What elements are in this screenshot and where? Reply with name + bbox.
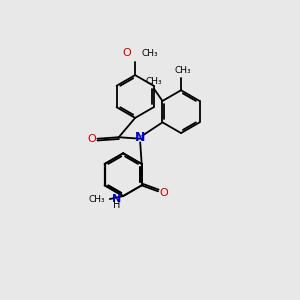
Text: O: O [122, 48, 131, 58]
Text: O: O [88, 134, 96, 144]
Text: CH₃: CH₃ [146, 77, 163, 86]
Text: H: H [113, 200, 120, 210]
Text: N: N [112, 194, 121, 204]
Text: N: N [135, 131, 146, 144]
Text: CH₃: CH₃ [174, 66, 191, 75]
Text: O: O [159, 188, 168, 198]
Text: CH₃: CH₃ [142, 49, 158, 58]
Text: CH₃: CH₃ [89, 194, 105, 203]
